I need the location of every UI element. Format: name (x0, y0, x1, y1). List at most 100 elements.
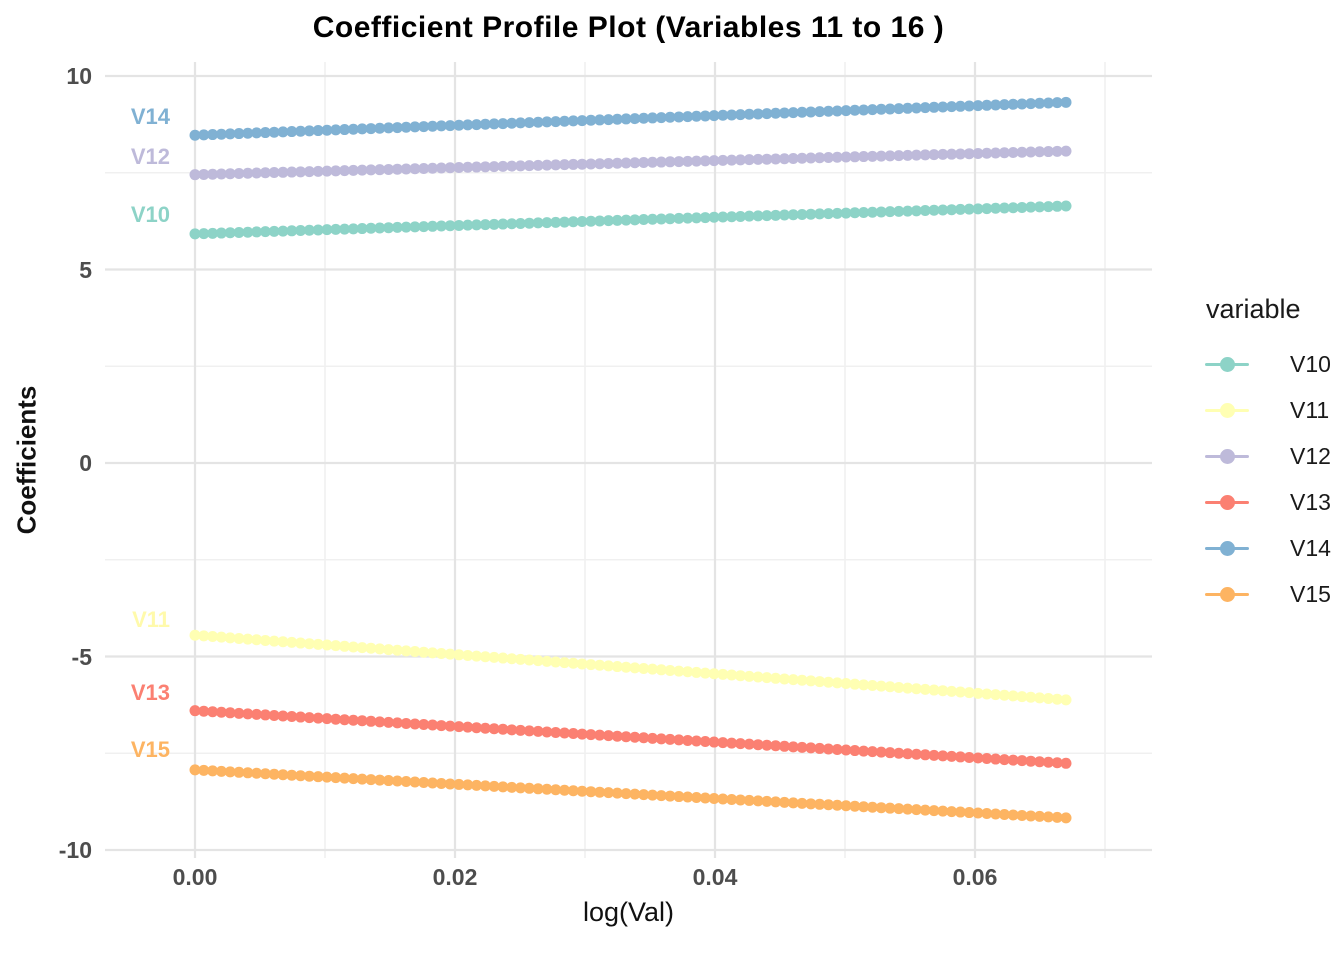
data-point (497, 118, 509, 130)
data-point (646, 112, 658, 124)
data-point (682, 791, 694, 803)
data-point (858, 104, 870, 116)
data-point (954, 100, 966, 112)
data-point (374, 122, 386, 134)
data-point (673, 734, 685, 746)
data-point (910, 804, 922, 816)
data-point (708, 736, 720, 748)
data-point (330, 713, 342, 725)
data-point (233, 128, 245, 140)
data-point (1007, 690, 1019, 702)
data-point (409, 163, 421, 175)
data-point (981, 808, 993, 820)
data-point (1034, 810, 1046, 822)
legend-dot-icon (1219, 356, 1235, 372)
data-point (884, 681, 896, 693)
data-point (347, 714, 359, 726)
data-point (277, 710, 289, 722)
data-point (946, 685, 958, 697)
data-point (488, 218, 500, 230)
data-point (752, 795, 764, 807)
data-point (198, 705, 210, 717)
data-point (796, 797, 808, 809)
data-point (611, 730, 623, 742)
data-point (717, 737, 729, 749)
legend-title: variable (1206, 294, 1301, 324)
data-point (303, 224, 315, 236)
data-point (259, 226, 271, 238)
data-point (990, 808, 1002, 820)
data-point (840, 151, 852, 163)
data-point (875, 206, 887, 218)
data-point (207, 706, 219, 718)
data-point (391, 775, 403, 787)
data-point (215, 128, 227, 140)
data-point (251, 167, 263, 179)
data-point (356, 164, 368, 176)
data-point (312, 165, 324, 177)
data-point (453, 219, 465, 231)
data-point (242, 767, 254, 779)
data-point (215, 631, 227, 643)
data-point (1051, 693, 1063, 705)
data-point (937, 148, 949, 160)
data-point (497, 723, 509, 735)
data-point (409, 776, 421, 788)
data-point (778, 796, 790, 808)
data-point (972, 100, 984, 112)
data-point (998, 202, 1010, 214)
data-point (611, 661, 623, 673)
data-point (189, 129, 201, 141)
data-point (778, 740, 790, 752)
data-point (585, 215, 597, 227)
data-point (347, 773, 359, 785)
data-point (233, 766, 245, 778)
data-point (822, 152, 834, 164)
data-point (444, 778, 456, 790)
data-point (902, 748, 914, 760)
data-point (717, 154, 729, 166)
data-point (770, 672, 782, 684)
data-point (990, 99, 1002, 111)
data-point (620, 157, 632, 169)
data-point (831, 105, 843, 117)
y-tick-label: 0 (79, 450, 92, 476)
data-point (717, 668, 729, 680)
data-point (444, 162, 456, 174)
data-point (251, 708, 263, 720)
data-point (479, 722, 491, 734)
data-point (365, 642, 377, 654)
legend-label: V15 (1290, 580, 1331, 607)
data-point (928, 204, 940, 216)
series-label-V13: V13 (130, 679, 170, 705)
data-point (550, 656, 562, 668)
data-point (814, 208, 826, 220)
data-point (946, 204, 958, 216)
data-point (471, 650, 483, 662)
data-point (339, 124, 351, 136)
data-point (646, 789, 658, 801)
data-point (1016, 98, 1028, 110)
data-point (259, 127, 271, 139)
data-point (303, 125, 315, 137)
data-point (778, 673, 790, 685)
data-point (1007, 202, 1019, 214)
data-point (796, 106, 808, 118)
data-point (515, 782, 527, 794)
data-point (963, 807, 975, 819)
data-point (822, 743, 834, 755)
data-point (629, 113, 641, 125)
data-point (576, 115, 588, 127)
data-point (972, 203, 984, 215)
data-point (822, 676, 834, 688)
data-point (1060, 694, 1072, 706)
data-point (585, 114, 597, 126)
chart-title: Coefficient Profile Plot (Variables 11 t… (312, 11, 945, 44)
data-point (550, 159, 562, 171)
data-point (462, 219, 474, 231)
data-point (682, 155, 694, 167)
data-point (910, 102, 922, 114)
data-point (365, 222, 377, 234)
data-point (198, 764, 210, 776)
series-label-V14: V14 (130, 104, 170, 130)
